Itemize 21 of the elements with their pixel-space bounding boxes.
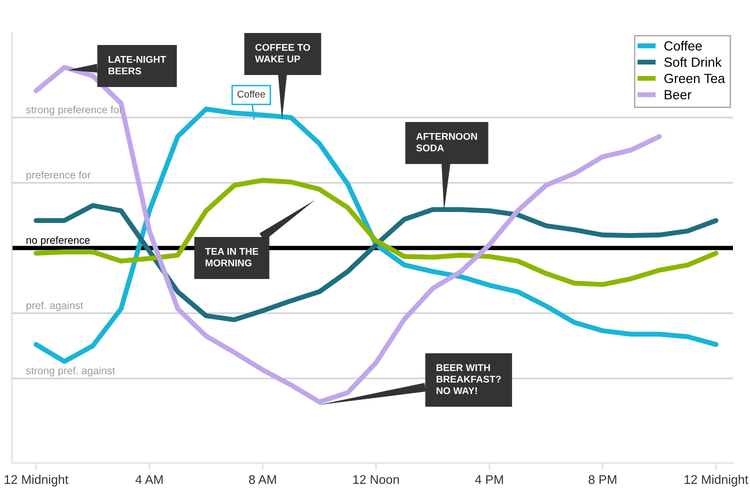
x-tick-label: 8 AM <box>249 475 276 484</box>
text: COFFEE TO WAKE UP <box>255 44 310 62</box>
annotation: BEER WITH BREAKFAST? NO WAY! <box>436 364 501 394</box>
legend-label: Beer <box>664 90 692 100</box>
ref-line-label: no preference <box>26 236 90 246</box>
annotation: AFTERNOON SODA <box>416 132 477 152</box>
annotation: LATE-NIGHT BEERS <box>108 56 166 74</box>
ref-line-label: pref. against <box>26 301 84 312</box>
legend-label: Coffee <box>664 40 702 51</box>
ref-line-label: preference for <box>26 170 91 181</box>
x-tick-label: 4 PM <box>475 475 503 484</box>
x-tick-label: 12 Midnight <box>684 474 748 486</box>
annotation: TEA IN THE MORNING <box>205 248 258 266</box>
x-tick-label: 4 AM <box>135 475 163 484</box>
legend-label: Soft Drink <box>664 57 722 67</box>
annotation: Coffee <box>237 90 266 98</box>
x-tick-label: 12 Noon <box>353 475 399 484</box>
ref-line-label: strong pref. against <box>26 366 115 376</box>
x-tick-label: 8 PM <box>588 475 616 484</box>
legend-label: Green Tea <box>664 74 726 84</box>
x-tick-label: 12 Midnight <box>4 474 68 486</box>
